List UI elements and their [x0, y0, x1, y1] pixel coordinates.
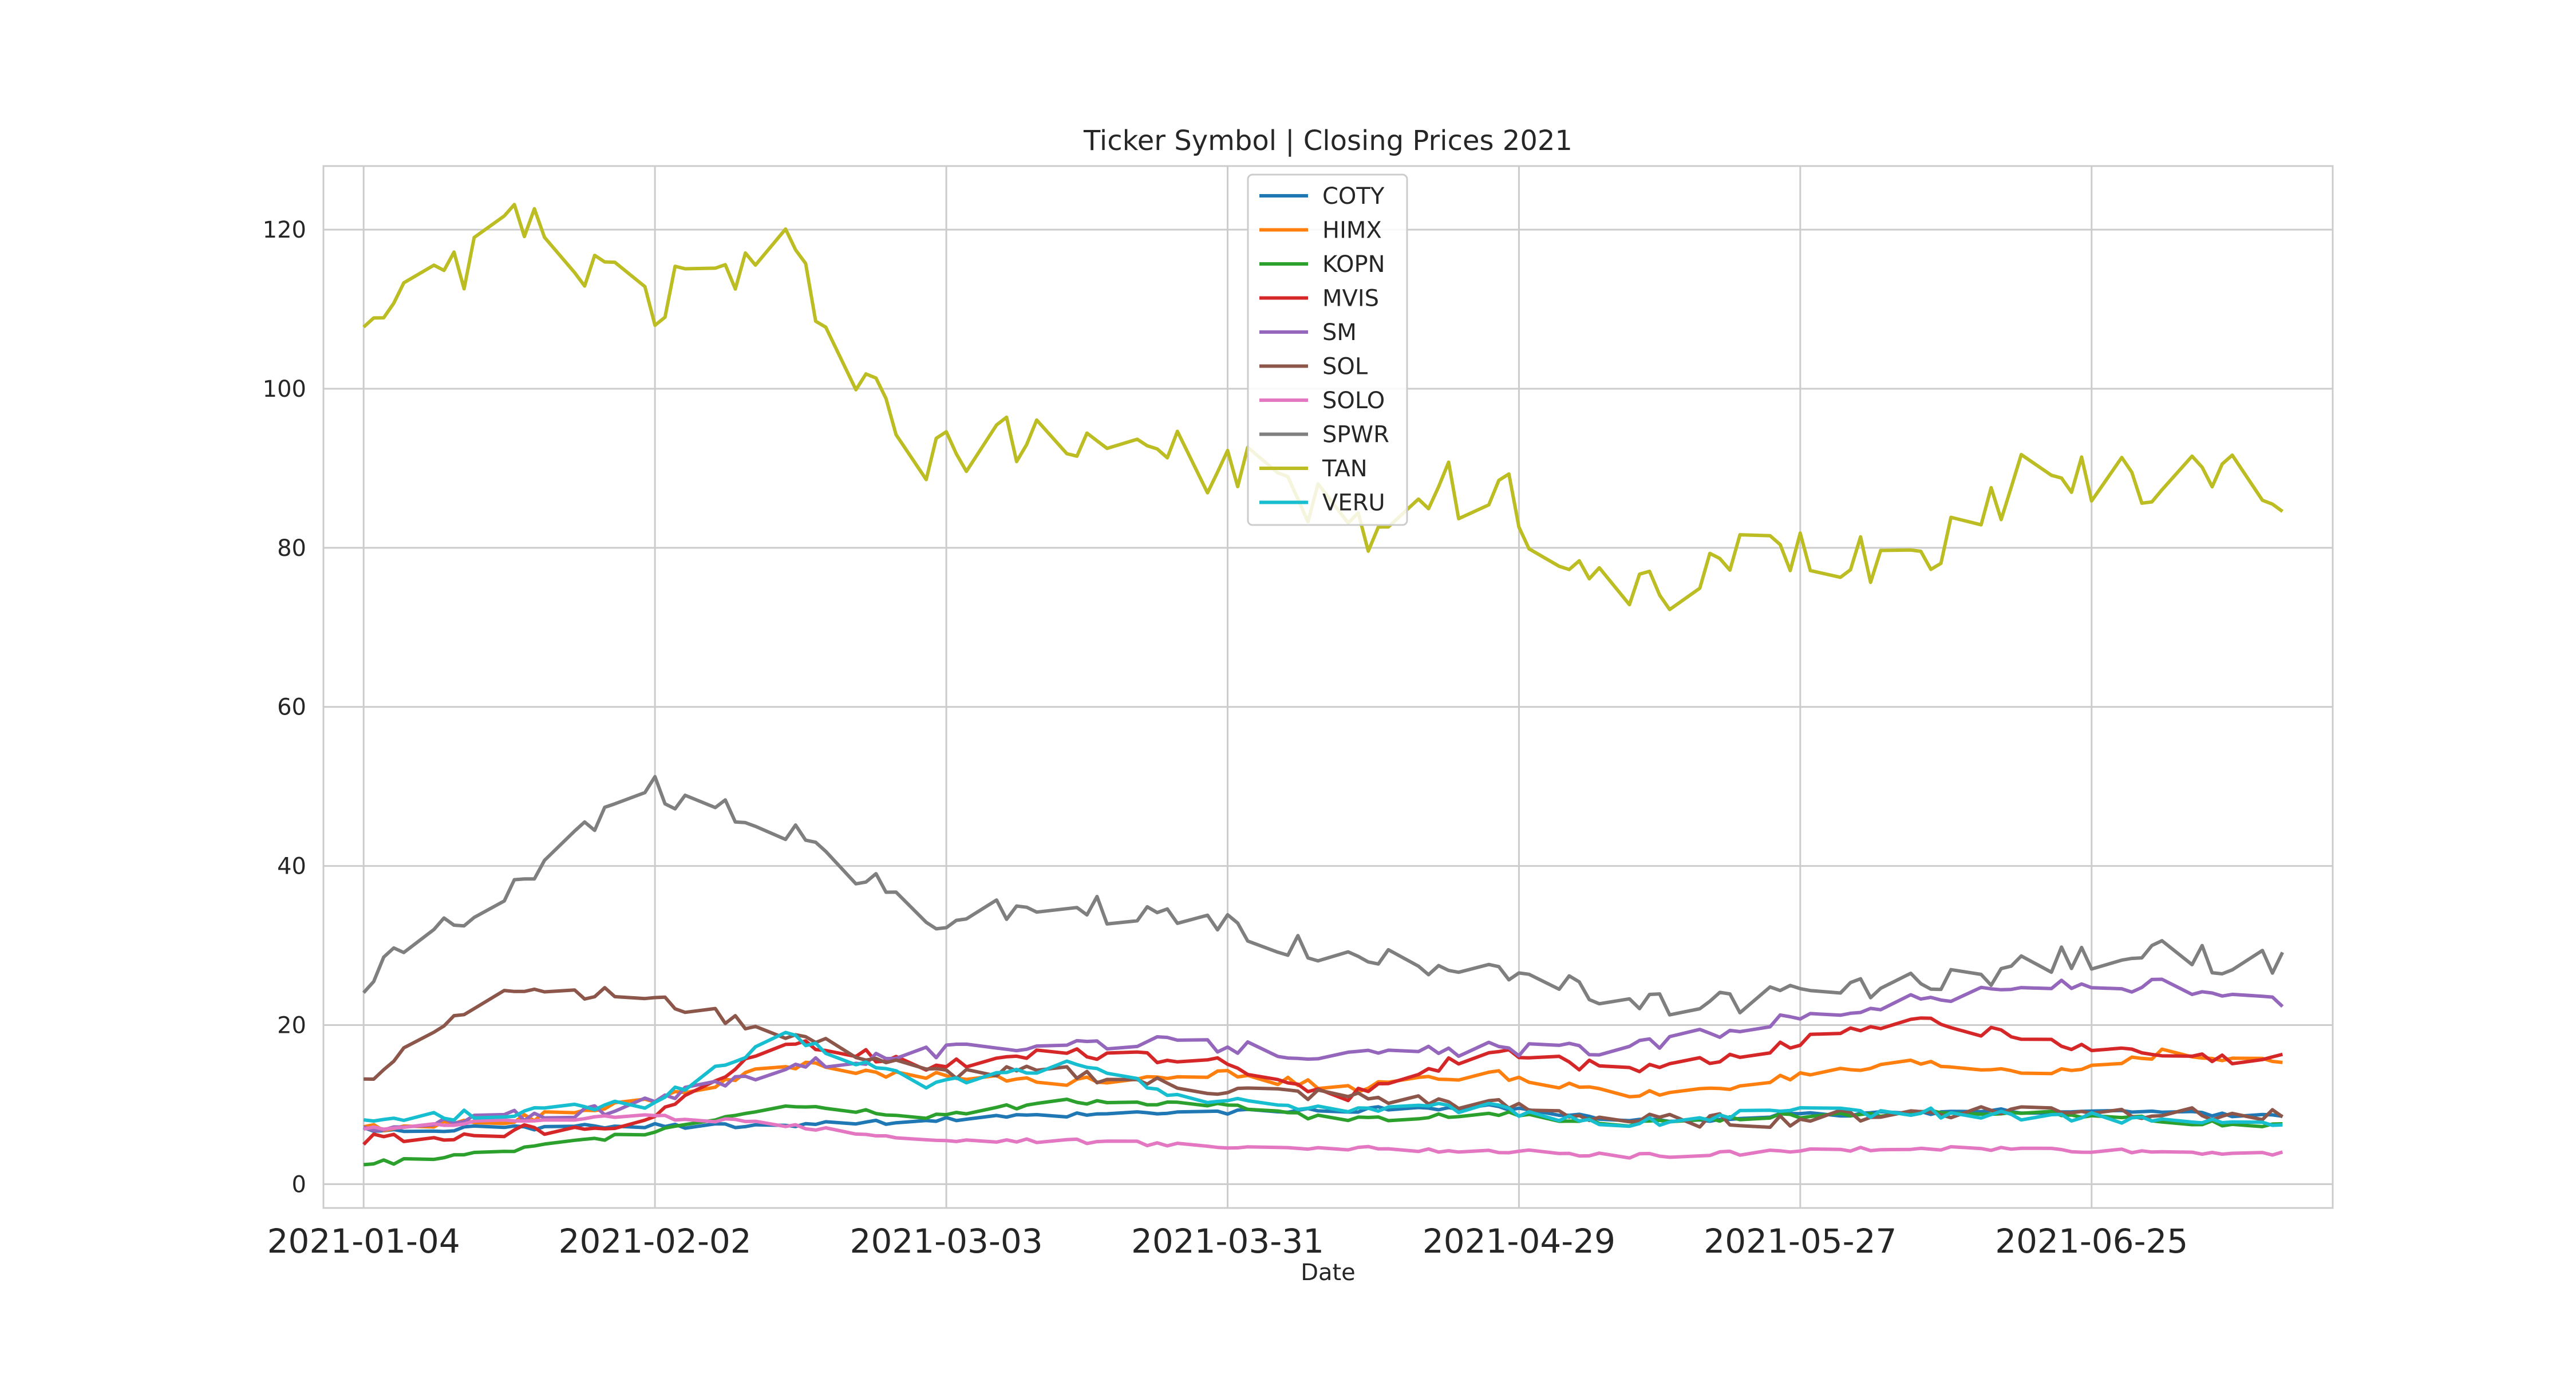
- series-line-spwr: [362, 775, 2284, 1017]
- y-tick-label: 20: [277, 1012, 306, 1039]
- legend-label-veru: VERU: [1322, 490, 1385, 516]
- y-tick-label: 100: [263, 376, 306, 402]
- legend-label-himx: HIMX: [1322, 218, 1382, 244]
- x-tick-label: 2021-06-25: [1995, 1222, 2188, 1261]
- series-line-himx: [363, 1047, 2283, 1132]
- legend-label-tan: TAN: [1322, 456, 1368, 482]
- legend-label-sol: SOL: [1322, 354, 1368, 380]
- plot-frame: [322, 165, 2334, 1209]
- legend-label-spwr: SPWR: [1322, 422, 1389, 448]
- y-axis-ticks: 0 20 40 60 80 100 120: [263, 217, 306, 1198]
- legend-label-mvis: MVIS: [1322, 286, 1379, 312]
- x-tick-label: 2021-03-31: [1131, 1222, 1324, 1261]
- series-line-coty: [363, 1103, 2283, 1134]
- y-tick-label: 40: [277, 854, 306, 880]
- y-tick-label: 120: [263, 217, 306, 243]
- x-tick-label: 2021-04-29: [1423, 1222, 1615, 1261]
- x-tick-label: 2021-01-04: [267, 1222, 460, 1261]
- x-tick-label: 2021-02-02: [559, 1222, 752, 1261]
- series-line-sm: [363, 977, 2284, 1132]
- legend-items: COTY HIMX KOPN MVIS SM SOL SOLO SPWR TAN VERU: [1259, 183, 1389, 516]
- chart-title: Ticker Symbol | Closing Prices 2021: [1083, 125, 1573, 157]
- x-tick-label: 2021-05-27: [1704, 1222, 1897, 1261]
- series-layer: [362, 203, 2284, 1167]
- series-line-sol: [364, 986, 2284, 1129]
- y-tick-label: 80: [277, 535, 306, 562]
- legend-label-sm: SM: [1322, 319, 1357, 346]
- x-tick-label: 2021-03-03: [850, 1222, 1043, 1261]
- legend-label-solo: SOLO: [1322, 388, 1385, 414]
- y-tick-label: 0: [292, 1171, 306, 1198]
- x-axis-label: Date: [1301, 1260, 1356, 1286]
- legend-label-kopn: KOPN: [1322, 251, 1385, 278]
- legend: COTY HIMX KOPN MVIS SM SOL SOLO SPWR TAN VERU: [1247, 173, 1408, 526]
- series-line-mvis: [362, 1016, 2283, 1146]
- series-line-veru: [363, 1030, 2283, 1128]
- legend-label-coty: COTY: [1322, 183, 1385, 210]
- y-tick-label: 60: [277, 694, 306, 721]
- series-line-solo: [363, 1113, 2283, 1160]
- x-axis-ticks: 2021-01-04 2021-02-02 2021-03-03 2021-03-31…: [267, 1222, 2188, 1261]
